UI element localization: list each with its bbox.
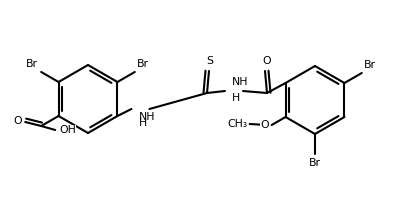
Text: OH: OH [59, 125, 76, 135]
Text: CH₃: CH₃ [228, 119, 248, 129]
Text: H: H [232, 93, 240, 103]
Text: Br: Br [26, 59, 38, 69]
Text: H: H [138, 118, 147, 128]
Text: Br: Br [309, 158, 321, 168]
Text: NH: NH [138, 112, 155, 122]
Text: Br: Br [137, 59, 149, 69]
Text: S: S [206, 56, 213, 66]
Text: Br: Br [364, 60, 376, 70]
Text: O: O [13, 116, 22, 126]
Text: O: O [263, 56, 271, 66]
Text: NH: NH [232, 77, 248, 87]
Text: O: O [260, 120, 269, 130]
